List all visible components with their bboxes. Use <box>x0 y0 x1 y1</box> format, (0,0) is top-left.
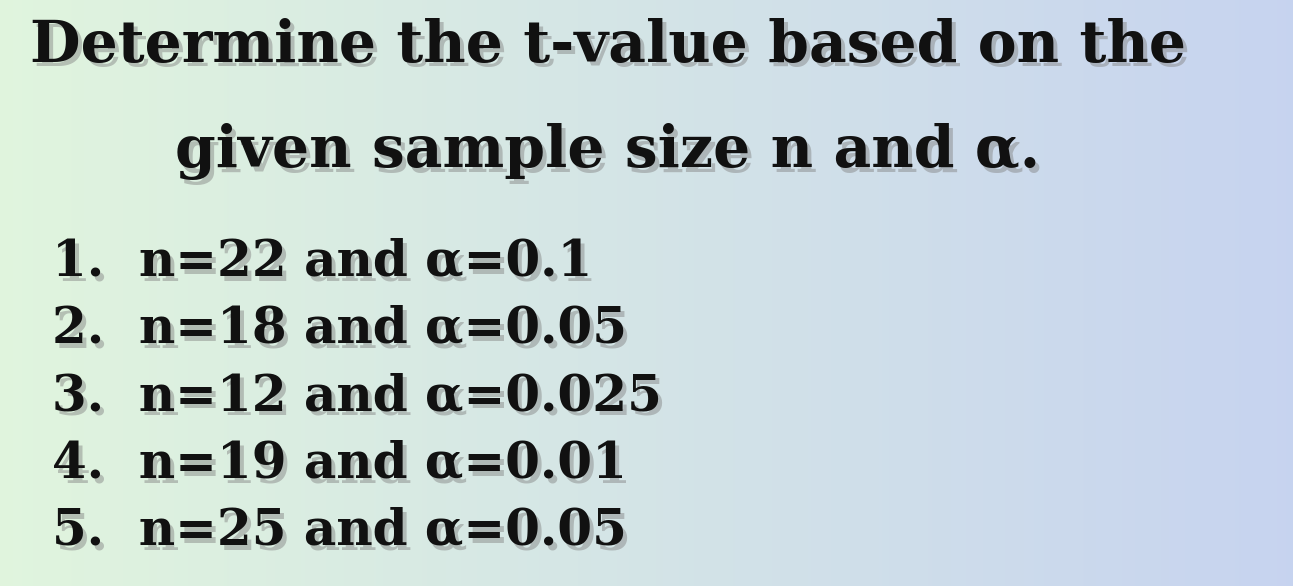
Text: 4.  n=19 and α=0.01: 4. n=19 and α=0.01 <box>56 444 631 493</box>
Text: 2.  n=18 and α=0.05: 2. n=18 and α=0.05 <box>56 309 631 359</box>
Text: given sample size n and α.: given sample size n and α. <box>175 123 1041 180</box>
Text: 4.  n=19 and α=0.01: 4. n=19 and α=0.01 <box>52 440 627 489</box>
Text: 3.  n=12 and α=0.025: 3. n=12 and α=0.025 <box>52 372 662 421</box>
Text: Determine the t-value based on the: Determine the t-value based on the <box>30 18 1186 74</box>
Text: 3.  n=12 and α=0.025: 3. n=12 and α=0.025 <box>56 377 666 426</box>
Text: 2.  n=18 and α=0.05: 2. n=18 and α=0.05 <box>52 305 627 354</box>
Text: given sample size n and α.: given sample size n and α. <box>178 128 1045 185</box>
Text: 5.  n=25 and α=0.05: 5. n=25 and α=0.05 <box>52 507 627 556</box>
Text: 1.  n=22 and α=0.1: 1. n=22 and α=0.1 <box>56 242 596 291</box>
Text: 5.  n=25 and α=0.05: 5. n=25 and α=0.05 <box>56 512 631 561</box>
Text: Determine the t-value based on the: Determine the t-value based on the <box>34 22 1190 79</box>
Text: 1.  n=22 and α=0.1: 1. n=22 and α=0.1 <box>52 237 592 287</box>
